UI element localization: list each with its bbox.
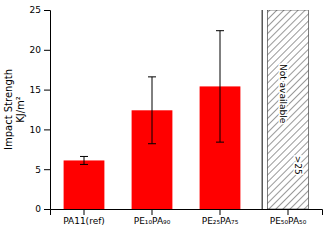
tick-label: PE₂₅PA₇₅ (202, 216, 239, 226)
tick-mark (44, 129, 50, 130)
marks (64, 10, 309, 209)
tick: 15 (30, 85, 50, 95)
y-axis: 0 5 10 15 20 25 (30, 5, 51, 214)
error-stem (152, 77, 153, 144)
tick: PE₁₀PA₉₀ (134, 209, 171, 226)
separator (262, 10, 263, 209)
plot: Not available >25 0 5 10 15 20 25 PA11(ref) PE₁₀P… (30, 5, 323, 226)
tick: 25 (30, 5, 50, 15)
tick-mark (44, 10, 50, 11)
tick-label: 0 (35, 204, 41, 214)
annotations: Not available >25 (278, 64, 303, 175)
tick-mark (44, 90, 50, 91)
y-axis-title: Impact StrengthKJ/m² (3, 69, 26, 150)
axis-line (51, 210, 323, 216)
error-stem (84, 156, 85, 164)
tick-mark (44, 169, 50, 170)
error-cap (216, 30, 224, 31)
tick: 0 (35, 204, 50, 214)
annotation: Not available (278, 64, 288, 124)
tick-mark (152, 209, 153, 215)
tick-label: PE₅₀PA₅₀ (270, 216, 307, 226)
error-cap (148, 143, 156, 144)
error-bar (216, 31, 224, 142)
tick-mark (288, 209, 289, 215)
error-bar (148, 77, 156, 144)
tick: PE₂₅PA₇₅ (202, 209, 239, 226)
tick: PE₅₀PA₅₀ (270, 209, 307, 226)
not-available-region (268, 10, 309, 209)
tick-label: 20 (30, 45, 42, 55)
y-axis-title-line: Impact Strength (3, 69, 14, 150)
error-cap (80, 156, 88, 157)
tick-label: 10 (30, 125, 42, 135)
y-axis-title-line: KJ/m² (15, 96, 26, 123)
axis-line (44, 11, 51, 210)
tick-mark (84, 209, 85, 215)
tick-label: 25 (30, 5, 41, 15)
tick-mark (220, 209, 221, 215)
chart: Not available >25 0 5 10 15 20 25 PA11(ref) PE₁₀P… (0, 0, 332, 231)
tick-label: PA11(ref) (63, 216, 105, 226)
tick-label: 5 (35, 165, 41, 175)
error-bar (80, 156, 88, 164)
error-cap (216, 142, 224, 143)
tick-mark (44, 209, 50, 210)
bar (64, 160, 105, 209)
tick-label: PE₁₀PA₉₀ (134, 216, 171, 226)
tick: 10 (30, 125, 50, 135)
tick-label: 15 (30, 85, 41, 95)
x-axis: PA11(ref) PE₁₀PA₉₀ PE₂₅PA₇₅ PE₅₀PA₅₀ (51, 209, 323, 226)
tick: PA11(ref) (63, 209, 105, 226)
tick: 5 (35, 165, 50, 175)
error-stem (220, 31, 221, 142)
annotation: >25 (293, 156, 303, 175)
error-cap (148, 76, 156, 77)
tick: 20 (30, 45, 50, 55)
tick-mark (44, 50, 50, 51)
error-cap (80, 164, 88, 165)
